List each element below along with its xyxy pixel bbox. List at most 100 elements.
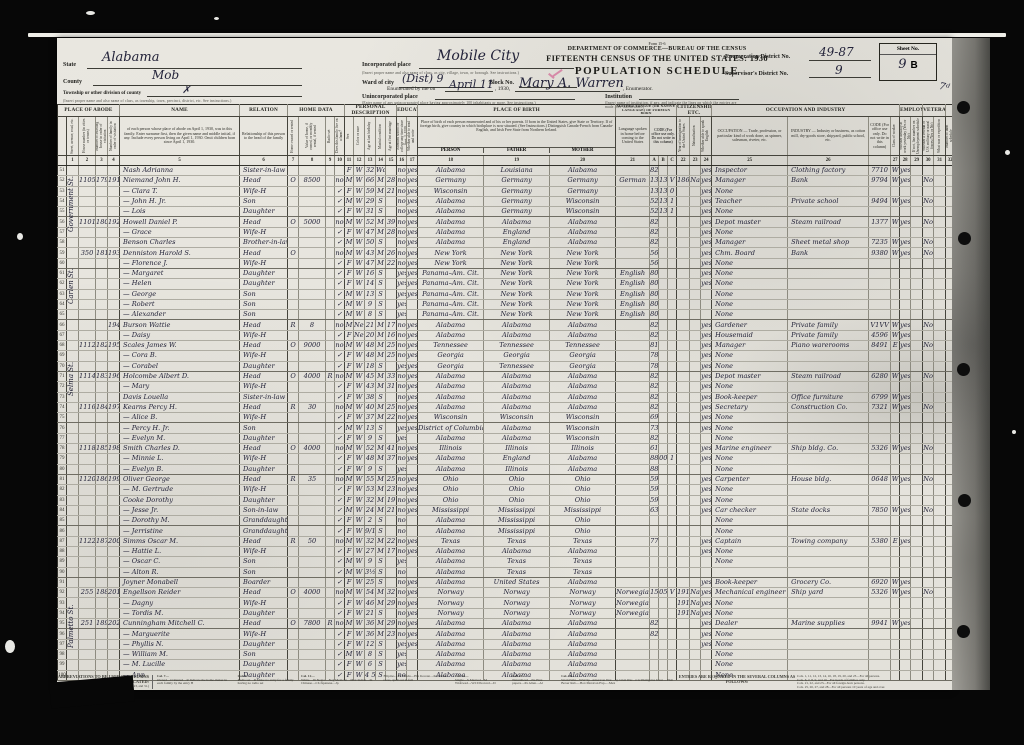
cell-birth_father: Mississippi bbox=[483, 515, 551, 527]
cell-birth_father: New York bbox=[483, 247, 551, 259]
cell-occupation: None bbox=[711, 484, 789, 496]
cell-code_c bbox=[667, 299, 678, 311]
cell-marital: M bbox=[375, 495, 387, 506]
cell-occupation: Dealer bbox=[711, 618, 789, 630]
footer-abbreviations: ABBREVIATIONS TO BE USED IN COLUMNS INDI… bbox=[57, 674, 952, 689]
cell-birth_person: Alabama bbox=[417, 556, 485, 568]
cell-occ_code: 9380 bbox=[868, 247, 892, 259]
cell-dwelling bbox=[95, 464, 108, 475]
cell-birth_person: Tennessee bbox=[417, 340, 485, 352]
cell-dwelling bbox=[95, 268, 108, 280]
cell-farm: ✓ bbox=[334, 659, 346, 671]
cell-code_c bbox=[667, 670, 678, 681]
cell-speaks_english: yes bbox=[700, 361, 713, 372]
cell-code_a bbox=[649, 556, 660, 568]
cell-race: W bbox=[353, 268, 366, 280]
cell-worker_class bbox=[890, 381, 901, 393]
cell-value: 4000 bbox=[298, 371, 327, 383]
cell-age: 24 bbox=[364, 505, 377, 517]
cell-industry: Marine supplies bbox=[787, 618, 870, 630]
cell-relation: Boarder bbox=[239, 577, 289, 589]
cell-farm: ✓ bbox=[334, 299, 346, 311]
cell-naturalization bbox=[689, 206, 702, 218]
cell-dwelling bbox=[95, 309, 108, 321]
cell-marital: S bbox=[375, 567, 387, 578]
cell-unemp bbox=[910, 597, 924, 609]
cell-veteran bbox=[922, 577, 935, 589]
cell-race: W bbox=[353, 289, 366, 300]
cell-sex: F bbox=[344, 608, 355, 620]
cell-marital: S bbox=[375, 361, 387, 372]
cell-code_c bbox=[667, 247, 678, 259]
cell-unemp bbox=[910, 392, 924, 403]
cell-read_write: yes bbox=[406, 206, 419, 218]
cell-language bbox=[615, 319, 651, 331]
cell-code_c bbox=[667, 649, 678, 661]
cell-age_married: 28 bbox=[385, 227, 398, 239]
cell-read_write bbox=[406, 659, 419, 671]
cell-unemp bbox=[910, 659, 924, 671]
cell-relation: Wife-H bbox=[239, 227, 289, 239]
cell-school: no bbox=[396, 247, 408, 259]
cell-code_a: 52 bbox=[649, 196, 660, 208]
cell-imm_year bbox=[676, 402, 691, 414]
cell-age_married bbox=[385, 422, 398, 434]
cell-owned bbox=[287, 227, 300, 239]
cell-employed bbox=[899, 412, 912, 424]
cell-family bbox=[107, 350, 121, 362]
cell-naturalization bbox=[689, 525, 702, 537]
cell-sex: M bbox=[344, 309, 355, 321]
cell-family: 192 bbox=[107, 216, 121, 228]
cell-employed: yes bbox=[899, 237, 912, 249]
cell-farm: ✓ bbox=[334, 567, 346, 578]
cell-house: 1120 bbox=[78, 474, 96, 486]
cell-dwelling bbox=[95, 299, 108, 311]
cell-owned bbox=[287, 597, 300, 609]
table-row: 60— Florence J. Wife-H ✓ F W 47 M 22 no yes New Yo… bbox=[57, 258, 966, 269]
entries-note: Cols. 6, 7, 8, 9, and 10—For heads of fa… bbox=[797, 677, 866, 682]
cell-race: W bbox=[353, 464, 366, 475]
cell-line: 55 bbox=[57, 206, 67, 218]
cell-house bbox=[78, 227, 96, 239]
cell-age: 18 bbox=[364, 361, 377, 372]
cell-age_married bbox=[385, 608, 398, 620]
cell-employed bbox=[899, 464, 912, 475]
cell-sex: F bbox=[344, 639, 355, 650]
table-row: 53— Clara T. Wife-H ✓ F W 59 M 21 no yes Wisconsin… bbox=[57, 186, 966, 197]
cell-imm_year bbox=[676, 216, 691, 228]
cell-code_b bbox=[658, 474, 669, 486]
cell-birth_mother: New York bbox=[549, 247, 617, 259]
cell-birth_mother: Norway bbox=[549, 597, 617, 609]
cell-code_c: V bbox=[667, 587, 678, 599]
birth-sub-label: MOTHER bbox=[571, 148, 594, 153]
cell-radio bbox=[325, 567, 336, 578]
cell-birth_father: Alabama bbox=[483, 618, 551, 630]
cell-birth_father: Alabama bbox=[483, 546, 551, 558]
entries-note: Cols. 1, 11, 12, 13, 14, 16, 18, 19, 20,… bbox=[797, 674, 881, 678]
cell-unemp bbox=[910, 474, 924, 486]
cell-radio bbox=[325, 649, 336, 661]
cell-farm: ✓ bbox=[334, 639, 346, 650]
cell-race: W bbox=[353, 175, 366, 187]
entries-note: Cols. 25, 26, 27, and 28—For all persons… bbox=[797, 684, 886, 689]
cell-unemp bbox=[910, 618, 924, 630]
cell-relation: Granddaughter bbox=[239, 525, 289, 537]
table-row: 57— Grace Wife-H ✓ F W 47 M 28 no yes Alabama Engla… bbox=[57, 227, 966, 239]
cell-language bbox=[615, 536, 651, 547]
cell-school: no bbox=[396, 186, 408, 197]
cell-read_write: yes bbox=[406, 196, 419, 208]
cell-code_b bbox=[658, 422, 669, 434]
cell-family bbox=[107, 505, 121, 517]
cell-imm_year bbox=[676, 196, 691, 208]
cell-street bbox=[66, 474, 79, 486]
cell-imm_year bbox=[676, 536, 691, 547]
cell-line: 84 bbox=[57, 505, 67, 517]
ed-line bbox=[809, 60, 871, 61]
cell-veteran bbox=[922, 628, 935, 640]
cell-radio bbox=[325, 237, 336, 249]
cell-code_c bbox=[667, 536, 678, 547]
cell-imm_year bbox=[676, 567, 691, 578]
department-line: DEPARTMENT OF COMMERCE—BUREAU OF THE CEN… bbox=[567, 46, 747, 52]
cell-worker_class bbox=[890, 464, 901, 475]
entries-required-notes: Cols. 1, 11, 12, 13, 14, 16, 18, 19, 20,… bbox=[797, 674, 947, 689]
